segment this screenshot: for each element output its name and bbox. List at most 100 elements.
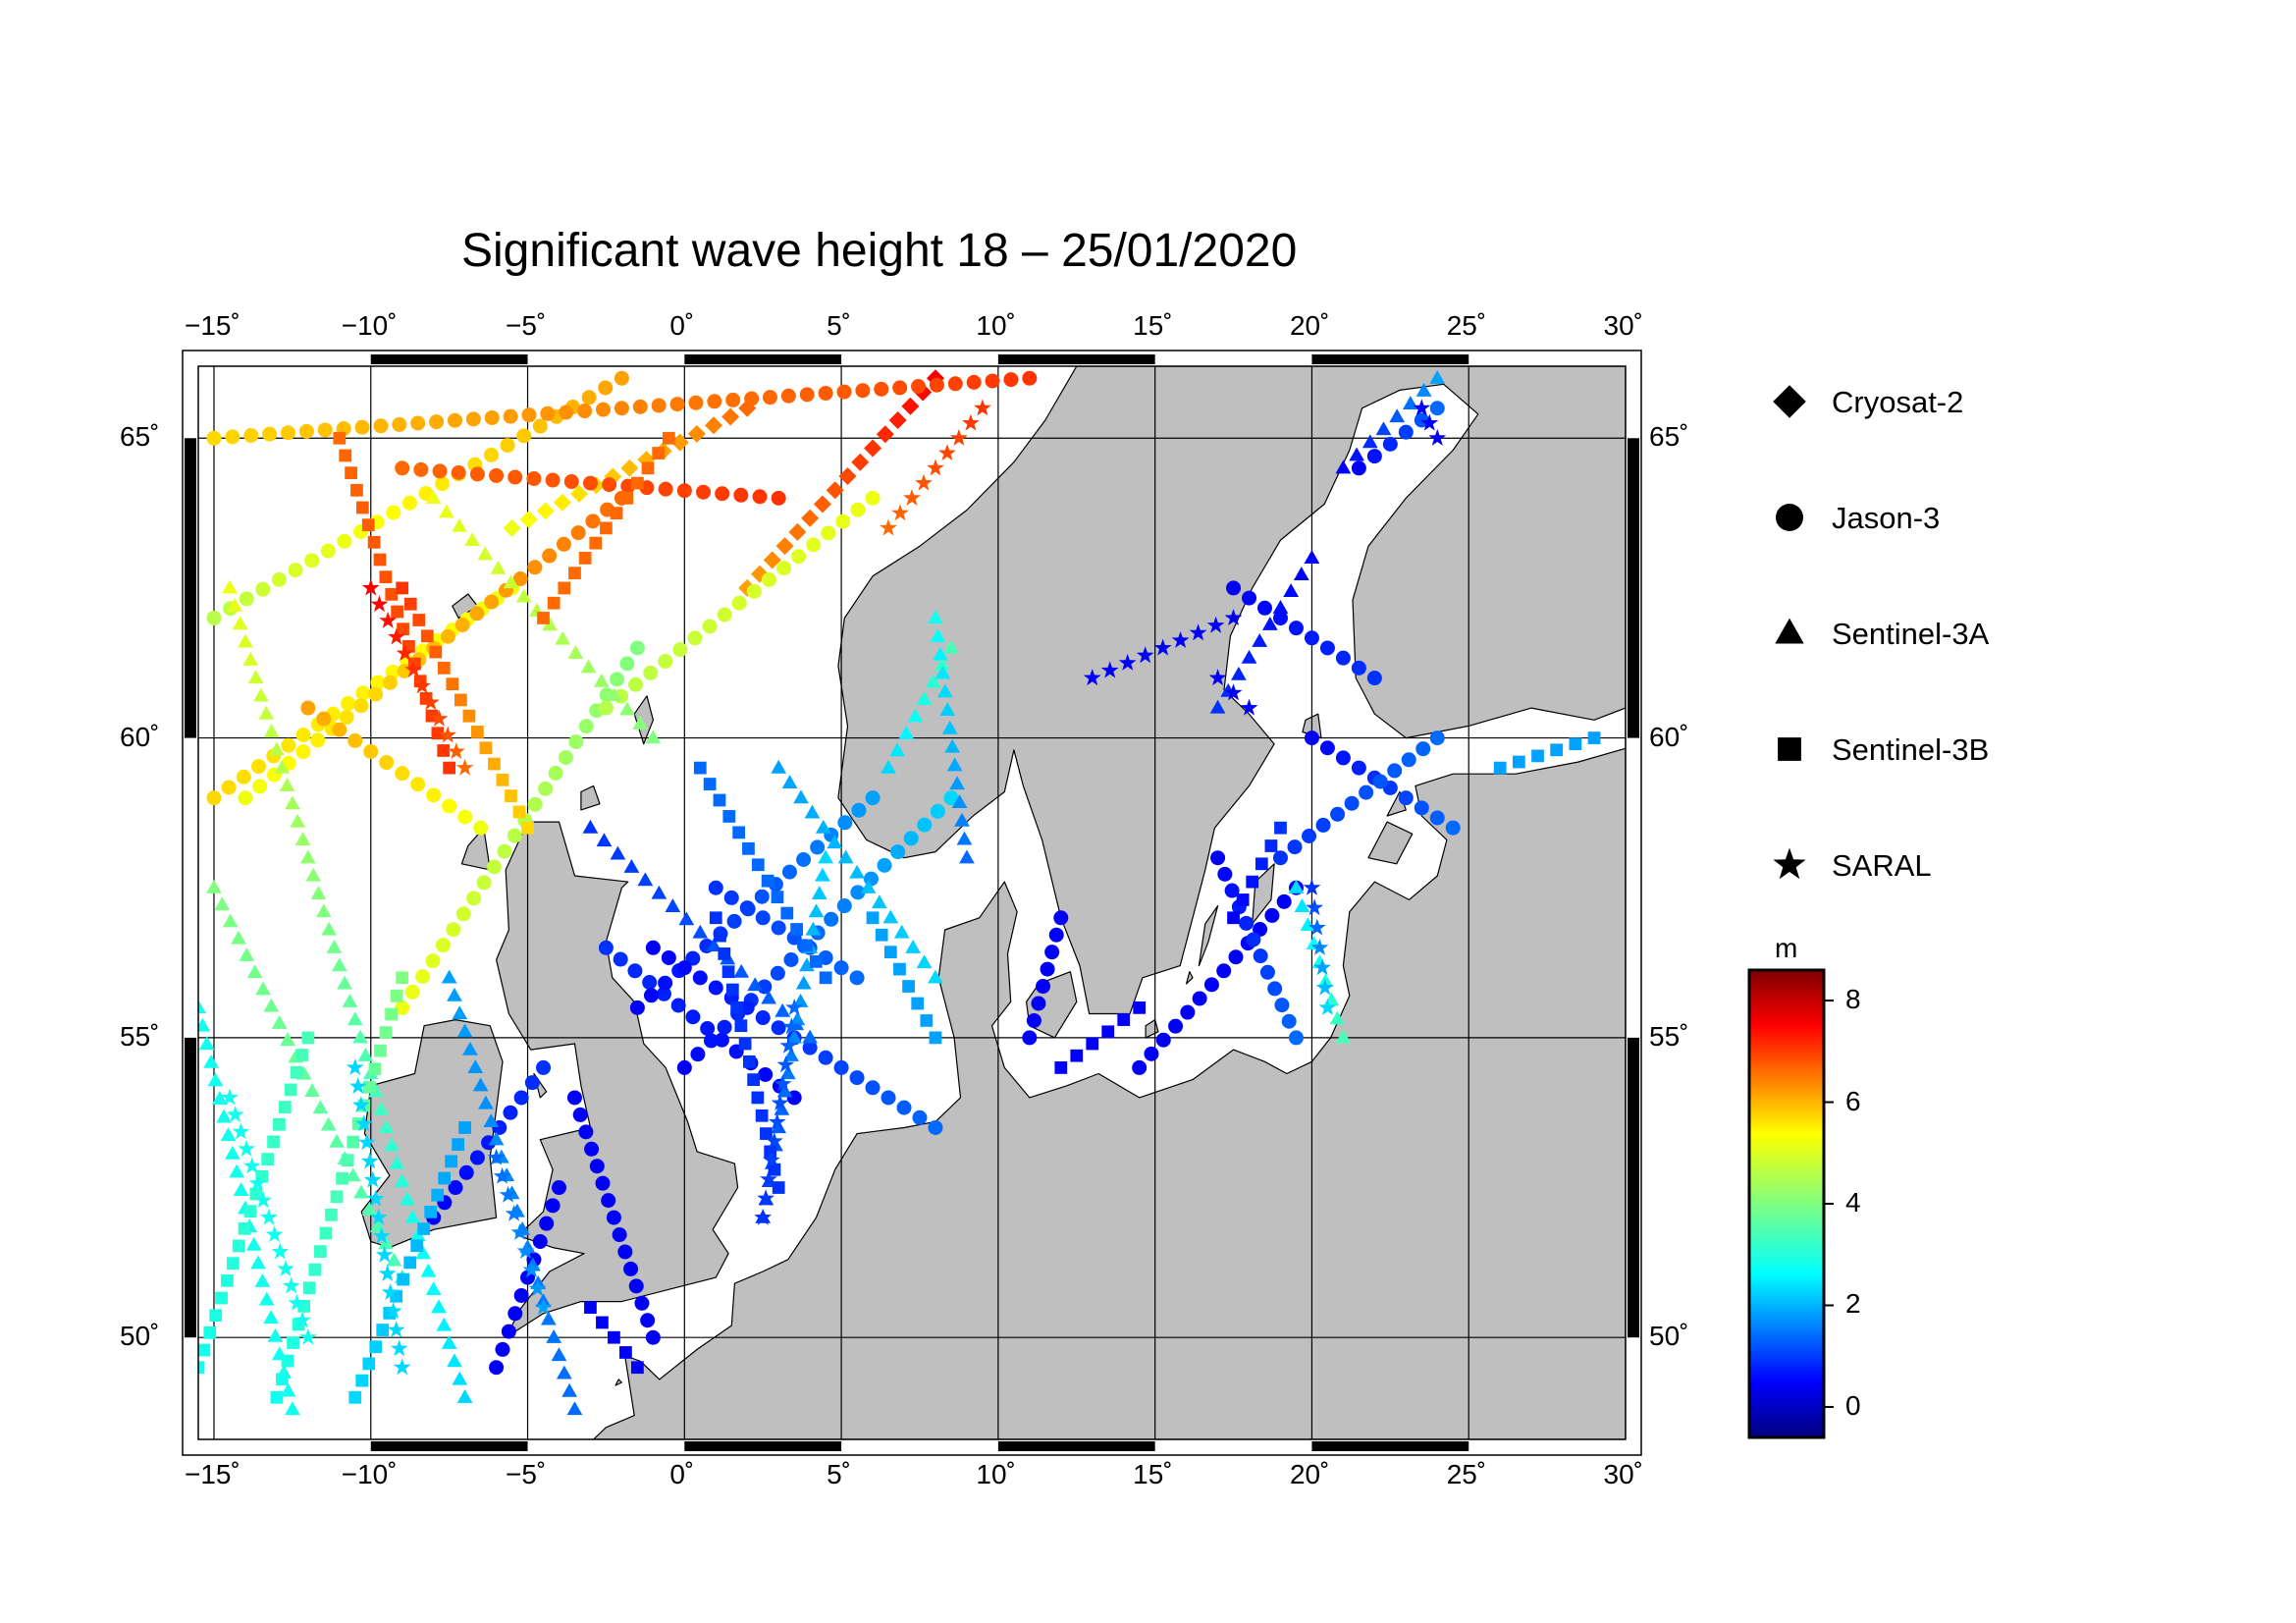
track-point [451,464,466,480]
track-point [280,1382,296,1397]
track-point [610,845,626,860]
track-point [246,964,263,979]
track-point [1117,1013,1131,1026]
lon-tick-label: −5˚ [506,310,547,341]
track-point [464,532,481,547]
gotland-small-landmass [1185,971,1194,985]
track-point [676,960,692,976]
track-point [396,581,409,595]
track-point [780,388,796,404]
track-point [357,1047,374,1061]
track-point [431,727,445,740]
track-point [771,920,786,936]
track-point [1189,623,1207,641]
track-point [865,790,881,806]
track-point [826,481,844,500]
track-point [776,1055,795,1073]
track-point [632,399,648,414]
track-point [336,1171,348,1185]
track-point [629,1000,645,1015]
track-point [771,891,784,904]
track-point [395,766,410,782]
track-point [1351,660,1366,676]
track-point [269,741,285,756]
track-point [763,1151,780,1168]
track-point [1026,1012,1041,1028]
track-point [1429,401,1445,416]
track-point [458,1121,472,1134]
track-point [532,418,548,434]
track-point [258,705,275,720]
track-point [714,929,726,943]
track-point [415,1245,431,1260]
track-point [866,911,880,925]
track-point [754,1208,773,1225]
track-point [755,910,771,926]
track-point [595,1175,611,1191]
track-point [757,1189,774,1207]
track-point [267,1327,284,1342]
track-point [1415,383,1432,397]
track-point [824,911,839,927]
track-point [261,1153,275,1165]
track-point [270,1390,284,1404]
track-point [1083,669,1101,686]
orkney-landmass [580,784,601,811]
track-point [319,1226,333,1240]
track-point [813,495,831,514]
track-point [1118,653,1137,671]
track-point [1445,820,1461,836]
track-point [505,789,517,802]
track-point [316,711,332,727]
track-point [420,629,434,643]
track-point [1313,958,1331,976]
track-point [479,741,493,755]
track-point [1242,590,1257,606]
track-point [662,431,675,445]
track-point [627,963,643,979]
track-point [226,1257,240,1271]
track-point [836,384,852,400]
track-point [255,581,271,597]
track-point [764,1145,777,1159]
track-point [781,864,797,880]
track-point [1264,839,1278,852]
track-point [542,548,558,564]
track-point [751,1091,765,1105]
frame-segment [370,1441,528,1451]
track-point [447,1353,462,1368]
track-point [369,1208,388,1225]
track-point [341,695,356,711]
track-point [534,1298,553,1316]
track-point [928,969,943,984]
lon-tick-label: 30˚ [1603,310,1643,341]
track-point [761,571,776,587]
frame-segment [185,1037,196,1338]
track-point [435,938,451,953]
track-point [890,844,906,860]
track-point [368,1062,382,1076]
track-point [337,975,353,990]
track-point [278,1101,292,1113]
track-point [670,998,686,1013]
track-point [645,940,661,955]
lon-tick-label: 5˚ [827,310,851,341]
track-point [1276,893,1292,909]
track-point [1228,949,1244,965]
track-point [1031,996,1046,1011]
track-point [596,833,613,847]
track-point [519,511,538,529]
frame-segment [370,354,528,364]
track-point [507,828,522,843]
track-point [888,410,907,429]
colorbar-tick-label: 8 [1845,984,1861,1015]
lat-tick-label: 60˚ [120,721,160,752]
track-point [1329,1010,1346,1025]
track-point [390,990,403,1002]
track-point [1274,998,1290,1013]
track-point [580,659,597,674]
track-point [874,381,889,397]
track-point [360,1152,379,1169]
track-point [495,1341,510,1357]
